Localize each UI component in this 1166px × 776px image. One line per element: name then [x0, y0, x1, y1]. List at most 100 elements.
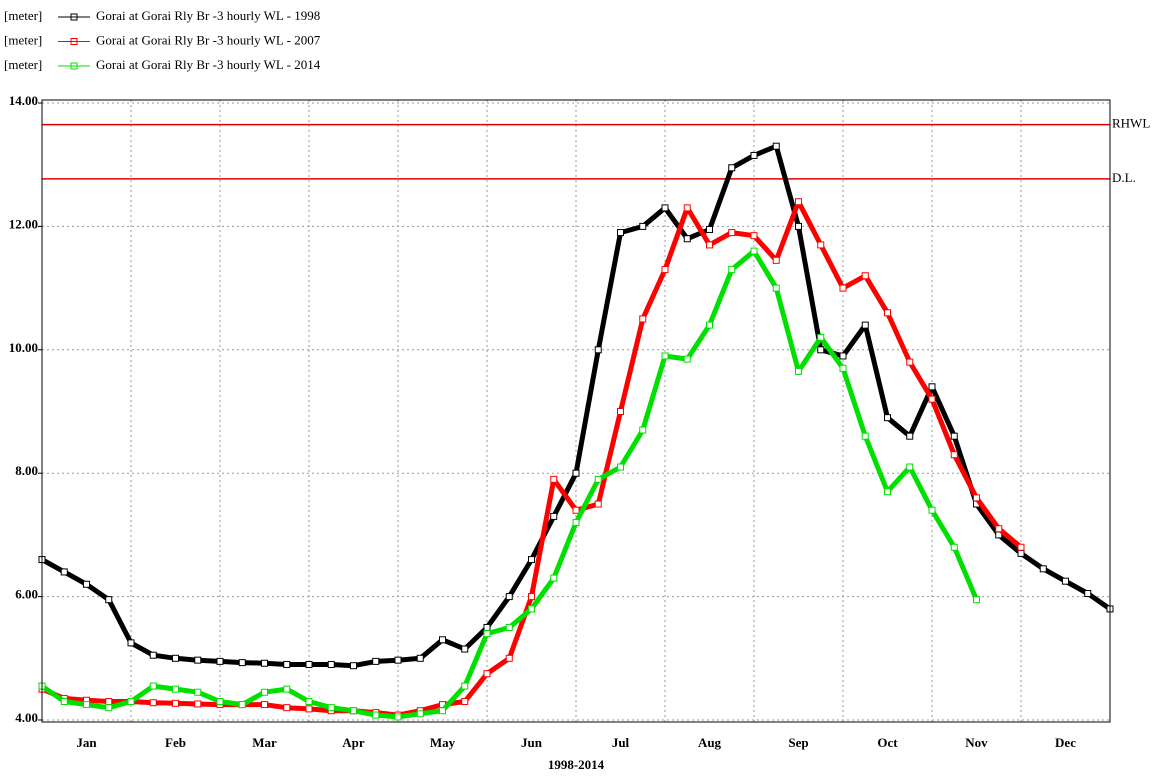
point-marker	[973, 596, 980, 604]
point-marker	[483, 670, 491, 678]
point-marker	[483, 623, 491, 631]
point-marker	[594, 346, 602, 354]
x-axis-label: 1998-2014	[548, 757, 605, 772]
point-marker	[372, 711, 380, 719]
point-marker	[928, 506, 936, 514]
point-marker	[394, 656, 402, 664]
point-marker	[550, 512, 558, 520]
point-marker	[172, 685, 179, 693]
point-marker	[839, 352, 847, 360]
point-marker	[461, 645, 469, 653]
point-marker	[839, 364, 847, 372]
point-marker	[861, 272, 869, 280]
x-tick-label: Jun	[521, 735, 543, 750]
point-marker	[172, 699, 179, 707]
point-marker	[728, 266, 736, 274]
x-tick-label: Mar	[252, 735, 277, 750]
point-marker	[261, 659, 268, 667]
point-marker	[906, 432, 914, 440]
point-marker	[439, 707, 446, 715]
point-marker	[795, 367, 802, 375]
point-marker	[194, 688, 202, 696]
point-marker	[817, 333, 825, 341]
point-marker	[928, 383, 936, 391]
point-marker	[261, 688, 268, 696]
point-marker	[861, 321, 869, 329]
point-marker	[305, 697, 313, 705]
point-marker	[728, 164, 736, 172]
point-marker	[950, 451, 958, 459]
point-marker	[750, 247, 758, 255]
x-tick-label: Jul	[612, 735, 630, 750]
point-marker	[216, 697, 224, 705]
point-marker	[238, 659, 246, 667]
point-marker	[1017, 549, 1025, 557]
point-marker	[884, 488, 891, 496]
point-marker	[261, 701, 268, 709]
point-marker	[728, 229, 736, 237]
point-marker	[528, 593, 535, 601]
point-marker	[884, 309, 891, 317]
point-marker	[105, 697, 113, 705]
series-line	[40, 248, 979, 720]
point-marker	[416, 654, 424, 662]
x-tick-label: Feb	[165, 735, 186, 750]
point-marker	[1084, 590, 1092, 598]
point-marker	[817, 346, 825, 354]
point-marker	[238, 701, 246, 709]
point-marker	[172, 654, 179, 662]
point-marker	[416, 710, 424, 718]
point-marker	[283, 704, 291, 712]
point-marker	[661, 352, 669, 360]
point-marker	[505, 654, 513, 662]
point-marker	[884, 414, 891, 422]
x-tick-label: May	[430, 735, 456, 750]
point-marker	[661, 204, 669, 212]
point-marker	[528, 556, 535, 564]
point-marker	[750, 232, 758, 240]
point-marker	[105, 704, 113, 712]
point-marker	[617, 229, 624, 237]
point-marker	[505, 623, 513, 631]
point-marker	[661, 266, 669, 274]
point-marker	[817, 241, 825, 249]
point-marker	[127, 639, 135, 647]
point-marker	[60, 568, 68, 576]
point-marker	[639, 426, 647, 434]
point-marker	[973, 494, 980, 502]
point-marker	[350, 662, 357, 670]
point-marker	[572, 469, 580, 477]
legend-label: Gorai at Gorai Rly Br -3 hourly WL - 201…	[96, 57, 321, 72]
point-marker	[1039, 565, 1047, 573]
point-marker	[639, 222, 647, 230]
legend-marker	[70, 62, 78, 70]
point-marker	[194, 656, 202, 664]
point-marker	[216, 657, 224, 665]
x-tick-label: Dec	[1055, 735, 1076, 750]
point-marker	[305, 660, 313, 668]
point-marker	[572, 519, 580, 527]
point-marker	[683, 355, 691, 363]
reference-label: D.L.	[1112, 170, 1136, 185]
point-marker	[594, 500, 602, 508]
point-marker	[149, 682, 157, 690]
point-marker	[461, 697, 469, 705]
point-marker	[372, 657, 380, 665]
point-marker	[327, 660, 335, 668]
point-marker	[149, 699, 157, 707]
point-marker	[706, 225, 713, 233]
legend-label: Gorai at Gorai Rly Br -3 hourly WL - 199…	[96, 8, 320, 23]
point-marker	[750, 151, 758, 159]
x-tick-label: Aug	[698, 735, 722, 750]
point-marker	[928, 395, 936, 403]
point-marker	[617, 408, 624, 415]
point-marker	[394, 713, 402, 721]
point-marker	[594, 475, 602, 483]
point-marker	[906, 358, 914, 366]
point-marker	[950, 543, 958, 551]
point-marker	[772, 256, 780, 264]
x-tick-label: Sep	[788, 735, 808, 750]
point-marker	[149, 651, 157, 659]
point-marker	[127, 697, 135, 705]
point-marker	[617, 463, 624, 471]
